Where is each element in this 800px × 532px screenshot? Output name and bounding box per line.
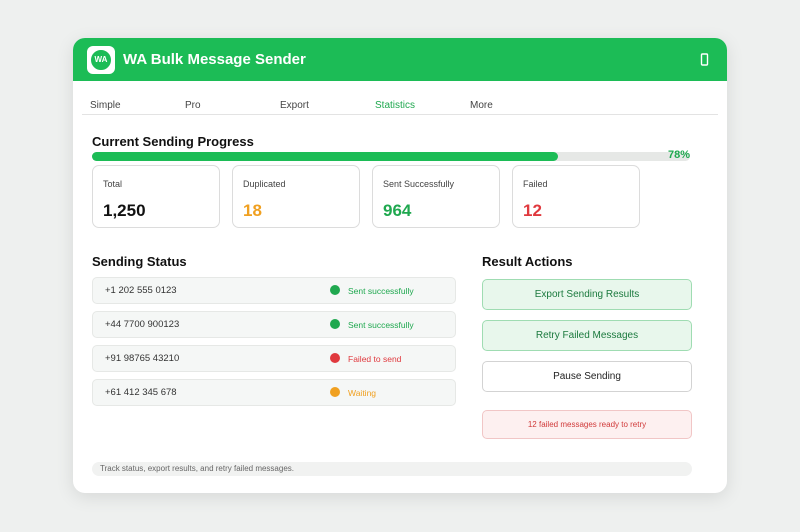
- section-title: Current Sending Progress: [92, 134, 254, 149]
- tab[interactable]: Simple: [90, 100, 121, 111]
- phone: +91 98765 43210: [105, 353, 180, 364]
- phone: +61 412 345 678: [105, 387, 177, 398]
- button[interactable]: Pause Sending: [482, 361, 692, 392]
- app-title: WA Bulk Message Sender: [123, 51, 306, 68]
- stat-card: Failed 12: [512, 165, 640, 228]
- stat-card: Sent Successfully 964: [372, 165, 500, 228]
- status-row: +61 412 345 678 Waiting: [92, 379, 456, 406]
- logo: WA: [87, 46, 115, 74]
- mobile-icon[interactable]: [700, 53, 710, 67]
- tab[interactable]: More: [470, 100, 493, 111]
- status-text: Sent successfully: [348, 320, 414, 330]
- button[interactable]: Export Sending Results: [482, 279, 692, 310]
- logo-text: WA: [91, 50, 111, 70]
- phone: +1 202 555 0123: [105, 285, 177, 296]
- progress-label: 78%: [668, 149, 691, 161]
- status-text: Waiting: [348, 388, 377, 398]
- status-dot: [330, 387, 340, 397]
- stat-value: 964: [383, 201, 412, 220]
- status-dot: [330, 285, 340, 295]
- phone: +44 7700 900123: [105, 319, 180, 330]
- stat-label: Sent Successfully: [383, 179, 455, 189]
- divider: [82, 114, 718, 115]
- status-row: +44 7700 900123 Sent successfully: [92, 311, 456, 338]
- button[interactable]: Retry Failed Messages: [482, 320, 692, 351]
- status-text: Sent successfully: [348, 286, 414, 296]
- status-dot: [330, 353, 340, 363]
- status-row: +91 98765 43210 Failed to send: [92, 345, 456, 372]
- status-text: Failed to send: [348, 354, 402, 364]
- stat-value: 1,250: [103, 201, 146, 220]
- tab[interactable]: Export: [280, 100, 309, 111]
- stat-value: 18: [243, 201, 262, 220]
- footer: Track status, export results, and retry …: [92, 462, 692, 476]
- section-title: Sending Status: [92, 254, 187, 269]
- progress-fill: [92, 152, 559, 161]
- stat-card: Total 1,250: [92, 165, 220, 228]
- tab[interactable]: Pro: [185, 100, 201, 111]
- status-dot: [330, 319, 340, 329]
- notice: 12 failed messages ready to retry: [482, 410, 692, 439]
- status-row: +1 202 555 0123 Sent successfully: [92, 277, 456, 304]
- progress-track: [92, 152, 690, 161]
- app-window: WA WA Bulk Message Sender Simple Pro Expor…: [73, 38, 727, 493]
- stat-label: Failed: [523, 179, 548, 189]
- stat-card: Duplicated 18: [232, 165, 360, 228]
- header: WA WA Bulk Message Sender: [73, 38, 727, 81]
- stat-label: Total: [103, 179, 123, 189]
- stat-value: 12: [523, 201, 542, 220]
- section-title: Result Actions: [482, 254, 573, 269]
- stat-label: Duplicated: [243, 179, 286, 189]
- tab[interactable]: Statistics: [375, 100, 416, 111]
